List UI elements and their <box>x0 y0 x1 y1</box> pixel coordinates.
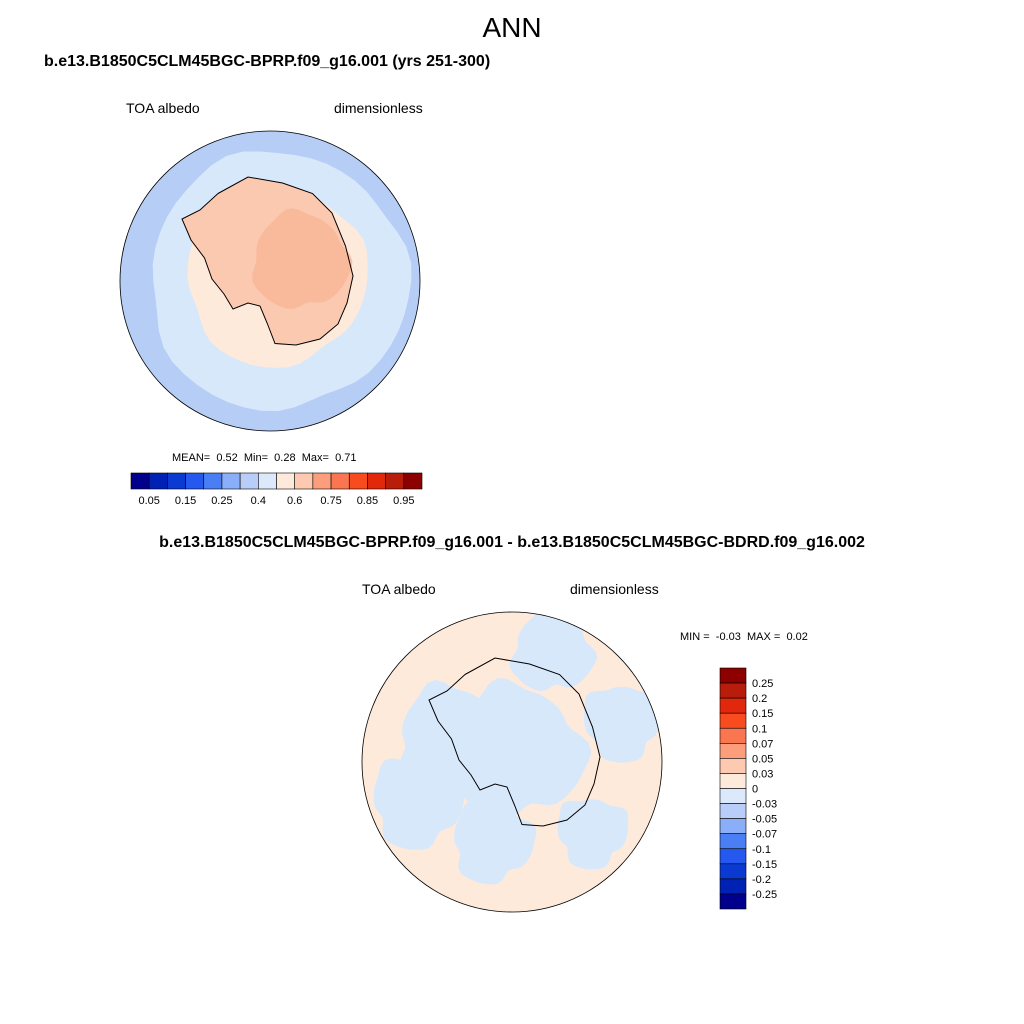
colorbar2-swatch <box>719 893 747 910</box>
colorbar2-swatch <box>719 818 747 834</box>
colorbar2-swatch <box>719 727 747 744</box>
mean-label: MEAN= <box>172 452 211 464</box>
max-label-2: MAX = <box>746 631 781 643</box>
colorbar1-tick-label: 0.75 <box>320 495 341 507</box>
colorbar1-swatch <box>385 472 405 490</box>
colorbar1-swatch <box>330 472 350 490</box>
colorbar2-tick-label: 0 <box>752 784 758 796</box>
colorbar1-swatch <box>148 472 168 490</box>
colorbar1-tick-label: 0.85 <box>357 495 378 507</box>
panel2-stats: MIN = -0.03 MAX = 0.02 <box>680 631 808 643</box>
colorbar1-swatch <box>221 472 241 490</box>
colorbar2-tick-label: -0.25 <box>752 889 777 901</box>
colorbar2-swatch <box>719 773 747 789</box>
colorbar2-swatch <box>719 863 747 880</box>
colorbar1-tick-label: 0.05 <box>138 495 159 507</box>
colorbar2-tick-label: -0.2 <box>752 874 771 886</box>
panel2-map-border <box>361 611 663 913</box>
coastline <box>181 176 354 346</box>
panel1-units-label: dimensionless <box>334 100 423 116</box>
colorbar1-swatch <box>294 472 314 490</box>
colorbar2-tick-label: -0.03 <box>752 799 777 811</box>
plateau-field <box>252 208 353 309</box>
negative-patch <box>583 686 661 763</box>
colorbar1-swatch <box>348 472 368 490</box>
coastline-2 <box>428 657 601 827</box>
panel2-units-label: dimensionless <box>570 581 659 597</box>
negative-patch <box>509 612 598 692</box>
colorbar1-tick-label: 0.95 <box>393 495 414 507</box>
min-value-2: -0.03 <box>715 631 741 643</box>
colorbar2-swatch <box>719 667 747 684</box>
colorbar1-swatch <box>167 472 186 490</box>
colorbar2-tick-label: 0.25 <box>752 678 773 690</box>
colorbar1-swatch <box>276 472 295 490</box>
panel2-variable-label: TOA albedo <box>362 581 436 597</box>
colorbar1-swatch <box>403 472 423 490</box>
colorbar2-tick-label: -0.05 <box>752 814 777 826</box>
panel1-map-border <box>119 130 421 432</box>
negative-patch <box>451 678 592 819</box>
colorbar2-swatch <box>719 743 747 759</box>
colorbar2-tick-label: -0.07 <box>752 829 777 841</box>
negative-patch <box>454 800 537 885</box>
colorbar2-tick-label: 0.1 <box>752 723 767 735</box>
panel2-map <box>362 612 662 912</box>
negative-patch <box>557 799 629 870</box>
colorbar1-swatch <box>239 472 259 490</box>
mean-value: 0.52 <box>216 452 238 464</box>
colorbar2-swatch <box>719 758 747 774</box>
colorbar2-swatch <box>719 697 747 714</box>
colorbar2-tick-label: -0.15 <box>752 859 777 871</box>
colorbar2-swatch <box>719 803 747 819</box>
colorbar2-swatch <box>719 788 747 804</box>
max-label: Max= <box>301 452 329 464</box>
colorbar2-tick-label: 0.07 <box>752 738 773 750</box>
max-value: 0.71 <box>335 452 357 464</box>
colorbar1-swatch <box>203 472 223 490</box>
colorbar1-tick-label: 0.25 <box>211 495 232 507</box>
colorbar2-tick-label: -0.1 <box>752 844 771 856</box>
colorbar2-swatch <box>719 878 747 895</box>
colorbar2-swatch <box>719 833 747 850</box>
panel1-title: b.e13.B1850C5CLM45BGC-BPRP.f09_g16.001 (… <box>44 53 491 70</box>
panel1-map <box>120 131 420 431</box>
max-value-2: 0.02 <box>786 631 808 643</box>
colorbar1-swatch <box>258 472 277 490</box>
colorbar2-tick-label: 0.05 <box>752 753 773 765</box>
min-value: 0.28 <box>274 452 296 464</box>
colorbar2-swatch <box>719 712 747 729</box>
colorbar2-tick-label: 0.2 <box>752 693 767 705</box>
negative-patch <box>373 758 466 850</box>
min-label: Min= <box>243 452 269 464</box>
min-label-2: MIN = <box>680 631 710 643</box>
colorbar2-swatch <box>719 682 747 699</box>
colorbar1-tick-label: 0.4 <box>251 495 266 507</box>
panel1-variable-label: TOA albedo <box>126 100 200 116</box>
colorbar1-swatch <box>185 472 205 490</box>
main-title: ANN <box>482 12 542 43</box>
colorbar2-tick-label: 0.15 <box>752 708 773 720</box>
colorbar2-tick-label: 0.03 <box>752 768 773 780</box>
colorbar1-tick-label: 0.6 <box>287 495 302 507</box>
colorbar1-swatch <box>367 472 386 490</box>
panel1-stats: MEAN= 0.52 Min= 0.28 Max= 0.71 <box>172 452 356 464</box>
panel2-title: b.e13.B1850C5CLM45BGC-BPRP.f09_g16.001 -… <box>159 534 865 551</box>
colorbar1-tick-label: 0.15 <box>175 495 196 507</box>
colorbar1-swatch <box>130 472 150 490</box>
colorbar2-swatch <box>719 848 747 865</box>
colorbar1-swatch <box>312 472 332 490</box>
